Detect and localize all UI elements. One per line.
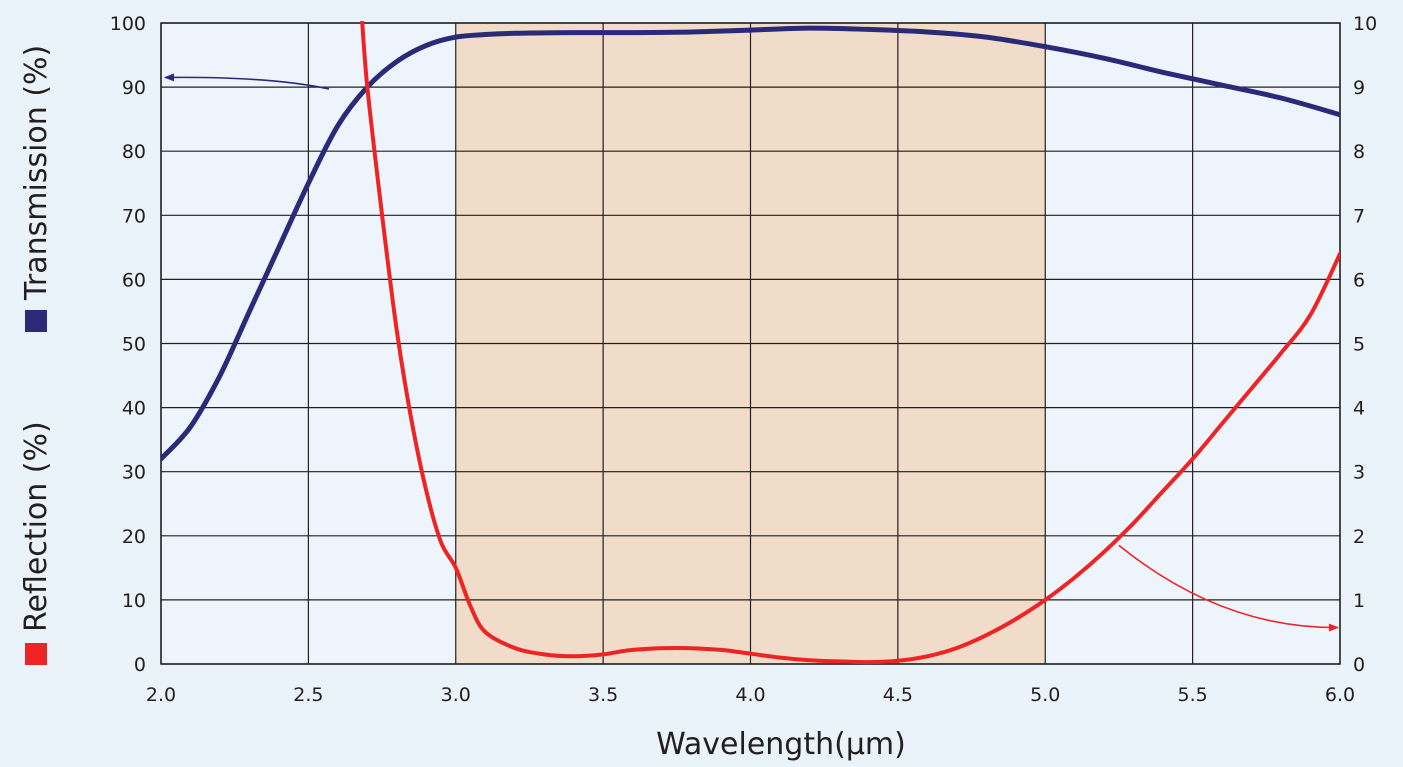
- y-tick-label-right: 5: [1353, 334, 1365, 356]
- y-tick-label-right: 6: [1353, 269, 1365, 291]
- y-tick-label-left: 80: [122, 141, 146, 163]
- y-tick-label-left: 100: [110, 13, 146, 35]
- y-ticks-left: 0 10 20 30 40 50 60 70 80 90 100: [110, 13, 146, 676]
- x-tick-label: 3.0: [441, 684, 471, 706]
- left-axis-title: Reflection (%) Transmission (%): [19, 45, 54, 665]
- x-tick-label: 2.0: [146, 684, 176, 706]
- reflection-legend-swatch: [25, 643, 47, 665]
- y-tick-label-left: 90: [122, 77, 146, 99]
- transmission-series-line: [161, 25, 1340, 462]
- x-ticks: 2.0 2.5 3.0 3.5 4.0 4.5 5.0 5.5 6.0: [146, 684, 1355, 706]
- y-ticks-right: 0 1 2 3 4 5 6 7 8 9 10: [1353, 13, 1377, 676]
- x-tick-label: 2.5: [293, 684, 323, 706]
- y-tick-label-right: 4: [1353, 398, 1365, 420]
- plot-frame: [160, 22, 1341, 665]
- reflection-axis-label: Reflection (%): [19, 421, 54, 632]
- x-tick-label: 5.0: [1030, 684, 1060, 706]
- y-tick-label-right: 3: [1353, 462, 1365, 484]
- x-axis-title: Wavelength(μm): [656, 727, 906, 762]
- y-tick-label-right: 9: [1353, 77, 1365, 99]
- y-tick-label-left: 10: [122, 590, 146, 612]
- x-tick-label: 4.0: [735, 684, 765, 706]
- reflection-axis-arrow: [1118, 544, 1339, 632]
- y-tick-label-left: 50: [122, 334, 146, 356]
- reflection-series-line: [360, 21, 1340, 665]
- y-tick-label-right: 10: [1353, 13, 1377, 35]
- y-tick-label-left: 70: [122, 205, 146, 227]
- y-tick-label-left: 40: [122, 398, 146, 420]
- y-tick-label-left: 30: [122, 462, 146, 484]
- grid-lines: [160, 22, 1341, 665]
- y-tick-label-right: 2: [1353, 526, 1365, 548]
- series-layer: [161, 21, 1340, 665]
- y-tick-label-right: 0: [1353, 654, 1365, 676]
- transmission-axis-label: Transmission (%): [19, 45, 54, 301]
- y-tick-label-left: 0: [134, 654, 146, 676]
- x-tick-label: 6.0: [1325, 684, 1355, 706]
- x-tick-label: 3.5: [588, 684, 618, 706]
- y-tick-label-right: 7: [1353, 205, 1365, 227]
- x-tick-label: 4.5: [883, 684, 913, 706]
- axis-arrows: [164, 73, 1339, 632]
- y-tick-label-right: 1: [1353, 590, 1365, 612]
- y-tick-label-left: 60: [122, 269, 146, 291]
- y-tick-label-left: 20: [122, 526, 146, 548]
- transmission-axis-arrow: [164, 73, 330, 90]
- x-tick-label: 5.5: [1178, 684, 1208, 706]
- y-tick-label-right: 8: [1353, 141, 1365, 163]
- transmission-legend-swatch: [25, 310, 47, 332]
